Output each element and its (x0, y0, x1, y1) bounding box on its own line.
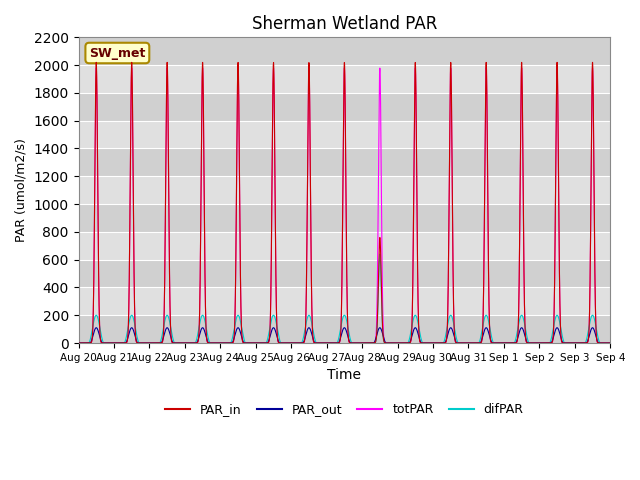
Bar (79, 65, 611, 93)
Y-axis label: PAR (umol/m2/s): PAR (umol/m2/s) (15, 138, 28, 242)
Bar (79, 288, 611, 315)
Text: SW_met: SW_met (89, 47, 145, 60)
Bar (79, 260, 611, 288)
Title: Sherman Wetland PAR: Sherman Wetland PAR (252, 15, 437, 33)
Bar (79, 315, 611, 343)
Bar (79, 176, 611, 204)
X-axis label: Time: Time (328, 368, 362, 382)
Bar (79, 148, 611, 176)
Bar (79, 37, 611, 65)
Legend: PAR_in, PAR_out, totPAR, difPAR: PAR_in, PAR_out, totPAR, difPAR (160, 398, 529, 421)
Bar (79, 232, 611, 260)
Bar (79, 204, 611, 232)
Bar (79, 120, 611, 148)
Bar (79, 93, 611, 120)
